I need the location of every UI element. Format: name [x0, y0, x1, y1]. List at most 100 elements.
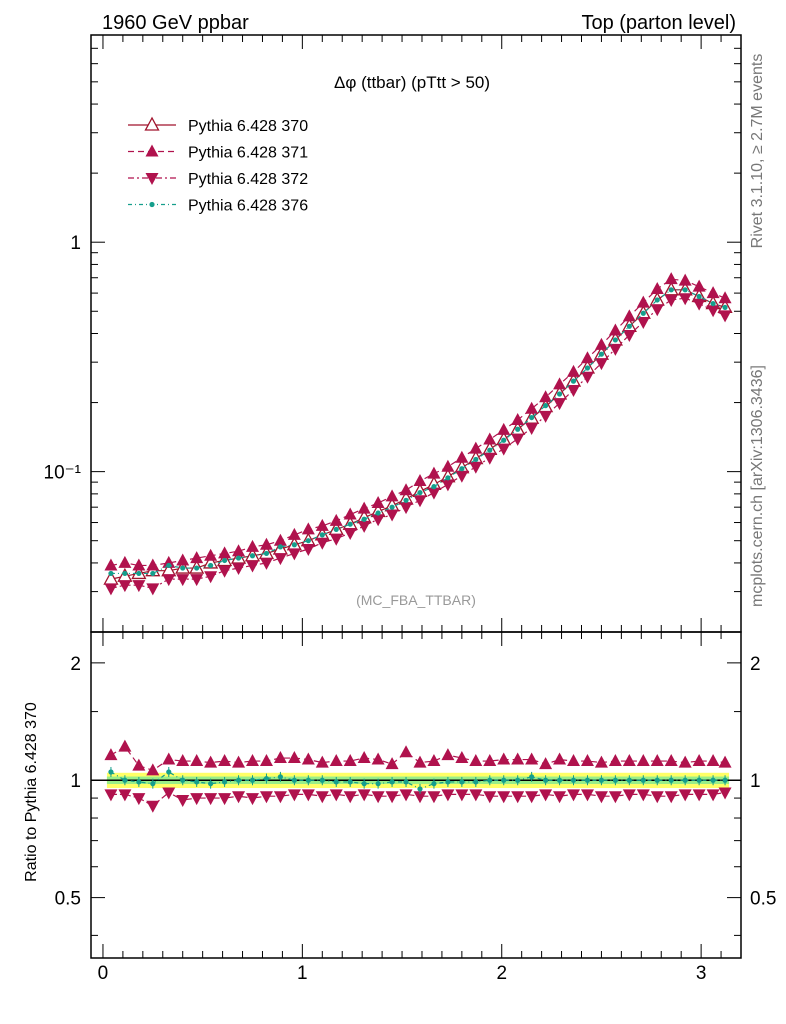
data-point	[678, 293, 692, 306]
data-point	[640, 777, 646, 783]
data-point	[194, 779, 200, 785]
data-point	[190, 754, 204, 767]
header-right: Top (parton level)	[581, 12, 736, 34]
x-tick-label: 3	[696, 963, 707, 984]
data-point	[347, 779, 353, 785]
data-point	[539, 757, 553, 770]
data-point	[692, 789, 706, 802]
data-point	[232, 544, 246, 557]
data-point	[176, 754, 190, 767]
data-point	[132, 580, 146, 593]
data-point	[273, 751, 287, 764]
data-point	[515, 426, 521, 432]
data-point	[132, 558, 146, 571]
data-point	[104, 583, 118, 596]
data-point	[301, 752, 315, 765]
analysis-watermark: (MC_FBA_TTBAR)	[356, 592, 476, 608]
data-point	[417, 786, 423, 792]
data-point	[473, 456, 479, 463]
data-point	[664, 791, 678, 804]
data-point	[218, 565, 232, 578]
data-point	[399, 789, 413, 802]
data-point	[511, 791, 525, 804]
data-point	[706, 789, 720, 802]
legend: Pythia 6.428 370 Pythia 6.428 371 Pythia 6…	[128, 116, 308, 215]
data-point	[166, 769, 172, 775]
data-point	[166, 562, 172, 569]
data-point	[570, 378, 577, 384]
data-point	[259, 557, 273, 570]
series-3	[104, 293, 732, 596]
data-point	[235, 777, 242, 783]
data-point	[277, 774, 284, 780]
data-point	[343, 791, 357, 804]
data-point	[511, 412, 525, 425]
data-point	[162, 752, 176, 765]
data-point	[455, 751, 469, 764]
data-point	[650, 304, 664, 317]
data-point	[287, 789, 301, 802]
ratio-series-1	[104, 739, 732, 776]
data-point	[149, 201, 155, 208]
data-point	[678, 273, 692, 286]
ratio-y-tick-label-right: 2	[750, 654, 761, 675]
data-point	[287, 548, 301, 561]
data-point	[594, 358, 608, 371]
data-point	[104, 789, 118, 802]
data-point	[553, 398, 567, 411]
data-point	[375, 781, 381, 787]
data-point	[315, 755, 329, 768]
data-point	[287, 527, 301, 540]
data-point	[511, 433, 525, 446]
data-point	[459, 779, 465, 785]
data-point	[718, 787, 732, 800]
data-point	[144, 116, 160, 131]
data-point	[567, 789, 581, 802]
data-point	[204, 548, 218, 561]
data-point	[570, 777, 577, 783]
data-point	[622, 754, 636, 767]
data-point	[150, 781, 156, 787]
x-tick-label: 2	[496, 963, 507, 984]
data-point	[246, 793, 260, 806]
data-point	[580, 371, 594, 384]
data-point	[180, 777, 186, 783]
data-point	[427, 754, 441, 767]
data-point	[608, 323, 622, 336]
data-point	[190, 574, 204, 587]
series-2	[104, 272, 732, 571]
data-point	[622, 789, 636, 802]
data-point	[483, 432, 497, 445]
data-point	[539, 410, 553, 423]
ratio-panel: 0.5 0.5 1 1 2 2 0 1 2 3 Ratio to Pythia 6.428 370	[23, 631, 776, 984]
data-point	[385, 791, 399, 804]
data-point	[441, 789, 455, 802]
data-point	[259, 754, 273, 767]
ratio-series-2	[104, 787, 732, 813]
data-point	[455, 470, 469, 483]
data-point	[319, 532, 325, 538]
data-point	[162, 574, 176, 587]
data-point	[333, 779, 339, 785]
data-point	[501, 437, 507, 443]
data-point	[636, 754, 650, 767]
main-panel: 10⁻¹ 1 Δφ (ttbar) (pTtt > 50) (MC_FBA_TTB…	[44, 34, 742, 633]
data-point	[654, 777, 660, 783]
data-point	[145, 144, 159, 157]
data-point	[301, 789, 315, 802]
data-point	[483, 754, 497, 767]
data-point	[668, 777, 674, 783]
data-point	[246, 754, 260, 767]
legend-label: Pythia 6.428 371	[188, 145, 308, 162]
data-point	[650, 754, 664, 767]
data-point	[315, 791, 329, 804]
data-point	[473, 779, 479, 785]
data-point	[539, 789, 553, 802]
data-point	[259, 537, 273, 550]
x-tick-label: 0	[98, 963, 109, 984]
data-point	[580, 351, 594, 364]
data-point	[567, 384, 581, 397]
x-tick-label: 1	[297, 963, 308, 984]
data-point	[696, 293, 702, 300]
data-point	[305, 777, 311, 783]
